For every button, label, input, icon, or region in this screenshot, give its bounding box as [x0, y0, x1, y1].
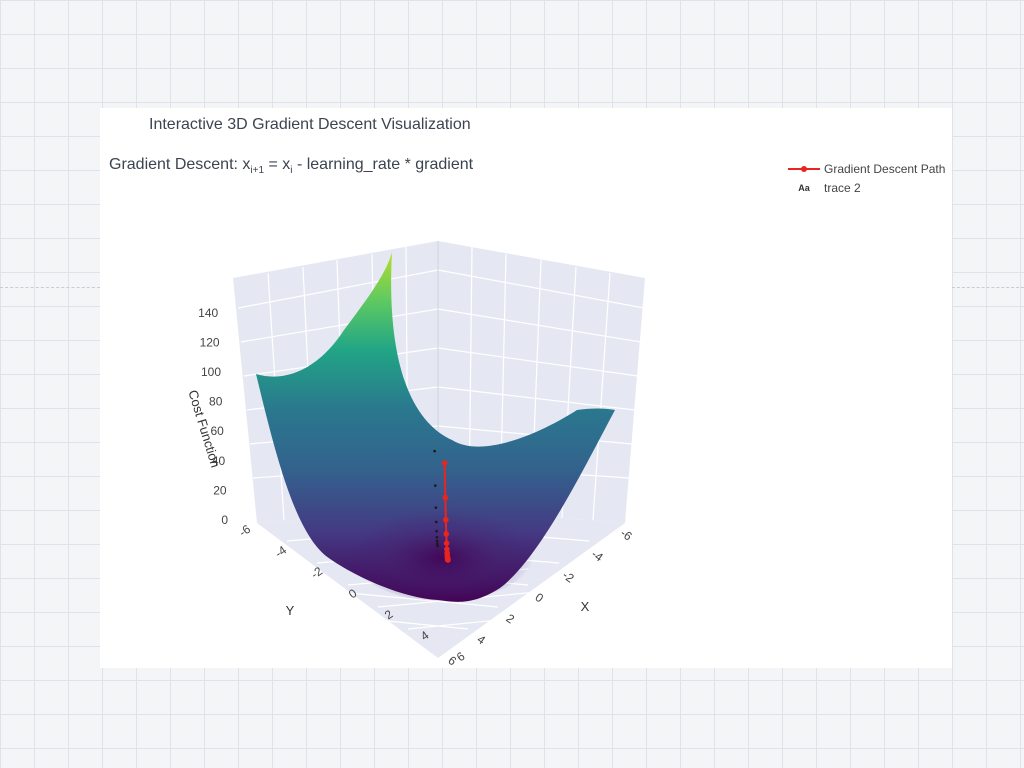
trace-2-marker: [436, 544, 439, 548]
z-tick-label: 0: [221, 513, 228, 527]
legend: Gradient Descent Path Aa trace 2: [788, 159, 945, 197]
z-tick-label: 20: [213, 483, 227, 497]
z-tick-label: 60: [210, 424, 224, 438]
trace-2-marker: [435, 535, 439, 539]
trace-2-marker: [435, 539, 439, 543]
trace-2-marker: [434, 506, 438, 510]
z-tick-label: 140: [198, 306, 218, 320]
y-tick-label: -4: [272, 543, 289, 561]
cost-surface[interactable]: [256, 252, 615, 602]
surface-basin: [350, 505, 534, 601]
z-tick-label: 80: [209, 395, 223, 409]
chart-subtitle: Gradient Descent: xi+1 = xi - learning_r…: [109, 156, 474, 177]
y-axis-label: Y: [286, 603, 295, 618]
path-marker[interactable]: [443, 516, 449, 523]
legend-label: trace 2: [824, 180, 861, 195]
path-marker[interactable]: [443, 540, 450, 547]
z-tick-label: 40: [212, 454, 226, 468]
z-tick-label: 120: [200, 335, 220, 349]
x-tick-label: 4: [475, 632, 489, 647]
legend-label: Gradient Descent Path: [824, 161, 946, 176]
x-axis-label: X: [581, 599, 590, 614]
legend-item-gradient-path[interactable]: Gradient Descent Path: [788, 159, 945, 178]
text-trace-icon: Aa: [798, 182, 810, 193]
trace-2-marker: [434, 520, 438, 524]
legend-line-swatch: [788, 162, 820, 176]
left-dashed-guide: [0, 287, 100, 288]
x-tick-label: 6: [446, 653, 460, 668]
x-tick-label: -6: [618, 526, 635, 544]
trace-2-marker: [433, 449, 436, 453]
right-dashed-guide: [952, 287, 1024, 288]
trace-2-marker: [435, 529, 438, 533]
x-tick-label: -2: [560, 568, 577, 586]
trace-2: [433, 449, 439, 548]
trace-2-marker: [434, 484, 437, 487]
path-marker[interactable]: [441, 460, 448, 466]
path-marker[interactable]: [443, 531, 450, 537]
chart-title: Interactive 3D Gradient Descent Visualiz…: [149, 116, 471, 133]
gradient-descent-path[interactable]: [441, 460, 451, 563]
legend-item-trace-2[interactable]: Aa trace 2: [788, 178, 945, 197]
plot-area[interactable]: Interactive 3D Gradient Descent Visualiz…: [100, 108, 952, 668]
x-tick-label: -4: [589, 547, 606, 565]
y-tick-label: -6: [236, 522, 253, 540]
path-marker[interactable]: [445, 557, 451, 563]
path-marker[interactable]: [442, 494, 449, 501]
z-tick-label: 100: [201, 365, 221, 379]
